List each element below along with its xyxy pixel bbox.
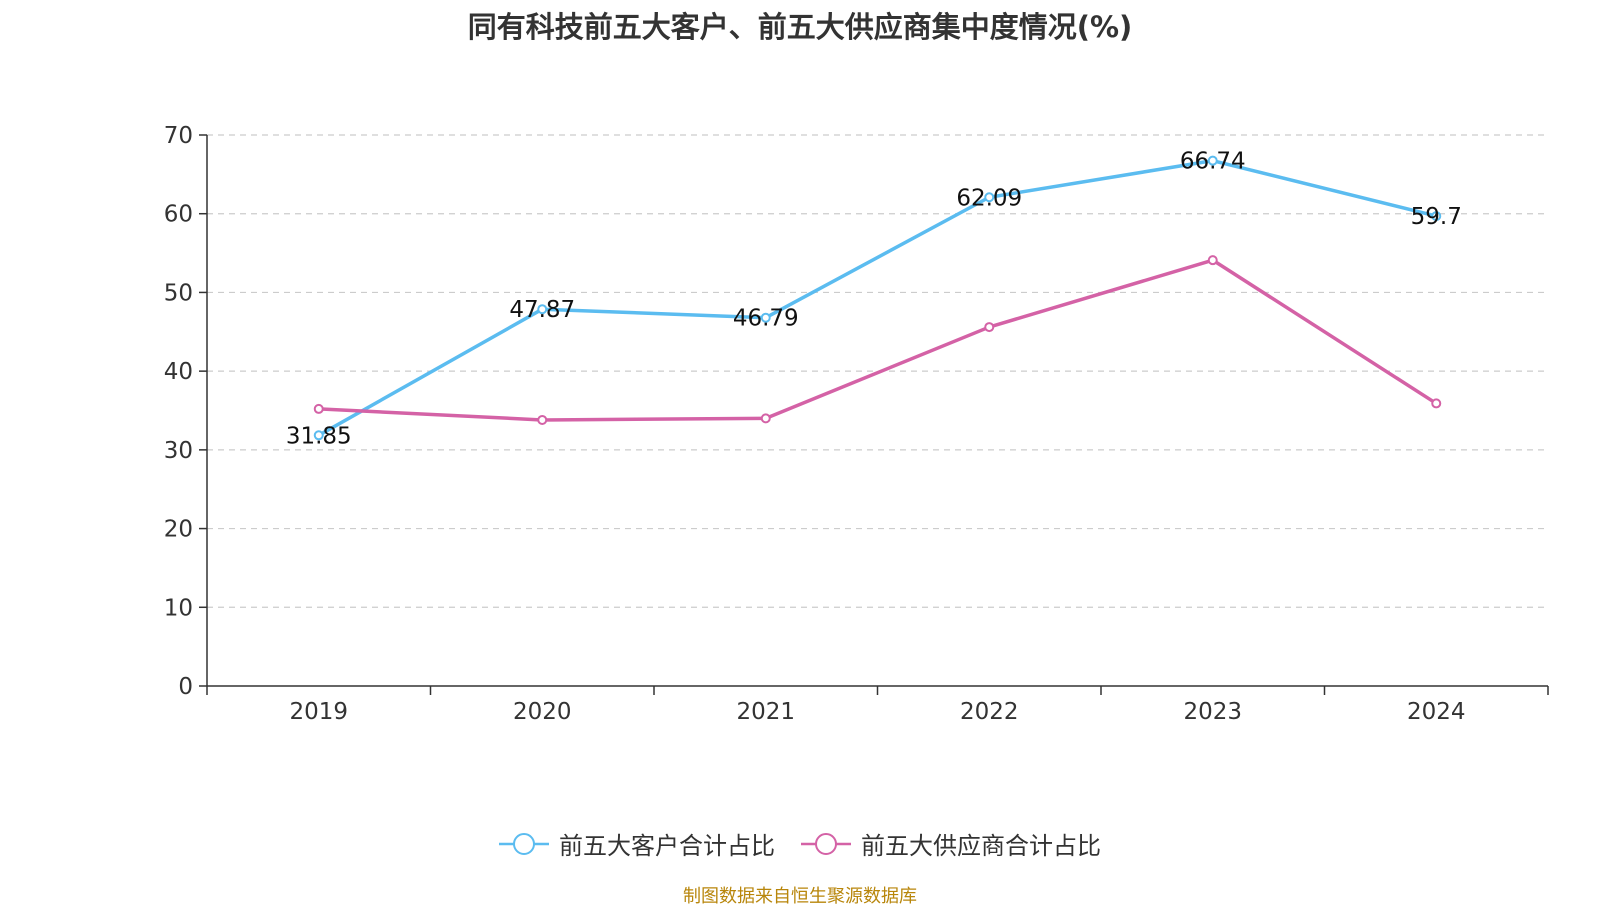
x-tick-label: 2024	[1407, 699, 1466, 725]
data-label-0: 47.87	[509, 297, 575, 323]
data-label-0: 62.09	[956, 185, 1022, 211]
data-point-0	[984, 192, 995, 203]
data-label-0: 66.74	[1180, 149, 1246, 175]
data-point-0	[1431, 211, 1442, 222]
legend-label-suppliers: 前五大供应商合计占比	[861, 832, 1101, 860]
data-point-1	[1431, 398, 1442, 409]
chart-title: 同有科技前五大客户、前五大供应商集中度情况(%)	[467, 10, 1133, 44]
data-label-0: 31.85	[286, 423, 352, 449]
data-point-0	[760, 312, 771, 323]
y-tick-label: 40	[164, 359, 193, 385]
legend-item-suppliers[interactable]: 前五大供应商合计占比	[801, 826, 1101, 861]
y-tick-label: 50	[164, 280, 193, 306]
source-note: 制图数据来自恒生聚源数据库	[683, 886, 917, 907]
x-tick-label: 2021	[736, 699, 795, 725]
y-tick-label: 60	[164, 202, 193, 228]
data-point-1	[537, 414, 548, 425]
legend: 前五大客户合计占比 前五大供应商合计占比	[0, 826, 1600, 861]
x-tick-label: 2019	[289, 699, 348, 725]
data-point-0	[537, 304, 548, 315]
data-point-1	[313, 403, 324, 414]
x-tick-label: 2023	[1183, 699, 1242, 725]
y-tick-label: 30	[164, 438, 193, 464]
y-tick-label: 20	[164, 517, 193, 543]
series-line-1	[318, 258, 1438, 422]
x-tick-label: 2022	[960, 699, 1019, 725]
legend-marker-suppliers	[801, 832, 851, 855]
x-tick-label: 2020	[513, 699, 572, 725]
y-tick-label: 0	[178, 674, 193, 700]
data-label-0: 46.79	[733, 306, 799, 332]
legend-item-customers[interactable]: 前五大客户合计占比	[499, 826, 775, 861]
y-tick-label: 70	[164, 123, 193, 149]
data-point-1	[760, 413, 771, 424]
legend-marker-customers	[499, 832, 549, 855]
data-point-0	[1207, 155, 1218, 166]
data-point-1	[1207, 255, 1218, 266]
legend-label-customers: 前五大客户合计占比	[559, 832, 775, 860]
y-tick-label: 10	[164, 595, 193, 621]
series-line-0	[317, 158, 1437, 437]
data-point-0	[313, 430, 324, 441]
data-point-1	[984, 322, 995, 333]
data-label-0: 59.7	[1411, 204, 1462, 230]
